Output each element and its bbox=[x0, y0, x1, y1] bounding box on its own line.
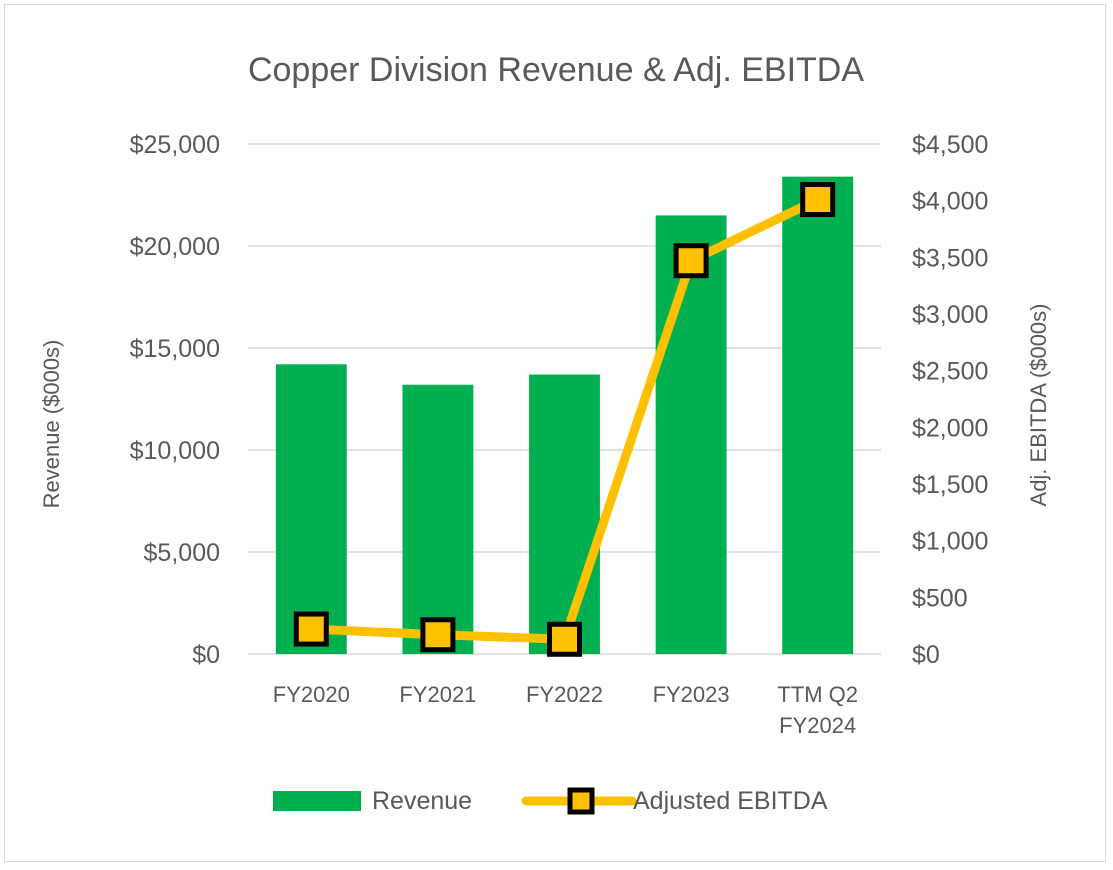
x-category-label: FY2023 bbox=[653, 682, 730, 707]
chart-frame: Copper Division Revenue & Adj. EBITDA Re… bbox=[4, 4, 1106, 862]
y-left-axis-title: Revenue ($000s) bbox=[39, 340, 64, 509]
legend-revenue-swatch bbox=[273, 791, 361, 811]
chart-svg: Copper Division Revenue & Adj. EBITDA Re… bbox=[39, 51, 1051, 815]
revenue-bar bbox=[782, 176, 854, 654]
x-category-label: FY2022 bbox=[526, 682, 603, 707]
y-right-tick-label: $4,000 bbox=[912, 188, 988, 216]
chart-title: Copper Division Revenue & Adj. EBITDA bbox=[248, 51, 864, 89]
ebitda-point bbox=[293, 611, 329, 647]
revenue-bar bbox=[402, 384, 474, 654]
y-right-tick-label: $1,500 bbox=[912, 471, 988, 499]
y-right-tick-label: $500 bbox=[912, 584, 968, 612]
ebitda-line bbox=[293, 182, 836, 657]
y-right-tick-label: $3,500 bbox=[912, 244, 988, 272]
y-left-tick-label: $15,000 bbox=[130, 335, 220, 363]
y-left-ticks: $0 $5,000 $10,000 $15,000 $20,000 $25,000 bbox=[130, 131, 220, 669]
y-left-tick-label: $25,000 bbox=[130, 131, 220, 159]
y-left-tick-label: $5,000 bbox=[144, 539, 220, 567]
ebitda-point bbox=[547, 621, 582, 657]
y-right-axis-title: Adj. EBITDA ($000s) bbox=[1026, 304, 1051, 507]
ebitda-point bbox=[673, 243, 709, 279]
legend: Revenue Adjusted EBITDA bbox=[273, 787, 828, 815]
y-right-tick-label: $2,000 bbox=[912, 414, 988, 442]
y-right-tick-label: $2,500 bbox=[912, 358, 988, 386]
revenue-bar bbox=[275, 364, 347, 654]
y-left-tick-label: $20,000 bbox=[130, 233, 220, 261]
x-category-label: TTM Q2 bbox=[777, 682, 858, 707]
y-right-tick-label: $3,000 bbox=[912, 301, 988, 329]
ebitda-point bbox=[800, 182, 836, 218]
x-category-label: FY2024 bbox=[779, 713, 856, 738]
revenue-bars bbox=[275, 176, 854, 654]
x-category-label: FY2021 bbox=[399, 682, 476, 707]
y-left-tick-label: $10,000 bbox=[130, 437, 220, 465]
legend-ebitda-label: Adjusted EBITDA bbox=[633, 787, 828, 815]
y-left-tick-label: $0 bbox=[192, 641, 220, 669]
revenue-bar bbox=[655, 215, 727, 654]
x-category-label: FY2020 bbox=[273, 682, 350, 707]
legend-revenue-label: Revenue bbox=[372, 787, 472, 815]
y-right-ticks: $0 $500 $1,000 $1,500 $2,000 $2,500 $3,000 $3,5… bbox=[912, 131, 988, 669]
revenue-bar bbox=[529, 374, 600, 654]
ebitda-point bbox=[420, 617, 456, 653]
y-right-tick-label: $1,000 bbox=[912, 528, 988, 556]
legend-ebitda-marker bbox=[567, 787, 595, 815]
x-category-labels: FY2020 FY2021 FY2022 FY2023 TTM Q2 FY2024 bbox=[273, 682, 858, 738]
y-right-tick-label: $0 bbox=[912, 641, 940, 669]
y-right-tick-label: $4,500 bbox=[912, 131, 988, 159]
